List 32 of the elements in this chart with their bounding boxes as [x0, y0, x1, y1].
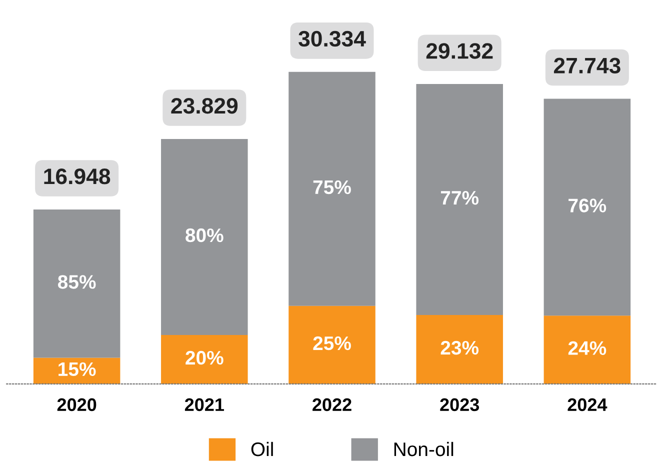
- annotation: 24%: [568, 341, 606, 355]
- x-tick-label: 2022: [312, 398, 352, 412]
- annotation: 76%: [568, 198, 606, 212]
- legend-label: Oil: [251, 442, 273, 456]
- text: 30.334: [298, 30, 366, 47]
- bar: [544, 98, 631, 316]
- bar: [288, 72, 376, 306]
- annotation: 25%: [313, 336, 351, 350]
- legend-label: Non-oil: [394, 442, 454, 456]
- annotation: 23.829: [171, 98, 238, 114]
- x-tick-label: 2020: [57, 398, 96, 412]
- x-tick-label: 2024: [568, 398, 608, 412]
- annotation: 23%: [440, 340, 479, 355]
- annotation: 85%: [58, 275, 96, 289]
- bar: [288, 306, 376, 384]
- annotation: 20%: [186, 350, 224, 365]
- text: 29.132: [426, 43, 493, 59]
- annotation: 75%: [313, 180, 351, 194]
- annotation: 27.743: [554, 58, 620, 74]
- bar: [33, 210, 120, 358]
- x-tick-label: 2021: [184, 398, 224, 412]
- annotation: 15%: [58, 362, 96, 376]
- bar: [544, 316, 631, 384]
- bar: [161, 138, 248, 335]
- annotation: 16.948: [44, 168, 110, 184]
- annotation: 80%: [186, 228, 224, 242]
- x-tick-label: 2023: [440, 398, 480, 412]
- annotation: 77%: [440, 191, 479, 205]
- bar: [416, 314, 503, 384]
- bar: [161, 334, 248, 384]
- bar: [33, 358, 120, 384]
- bar: [416, 84, 503, 315]
